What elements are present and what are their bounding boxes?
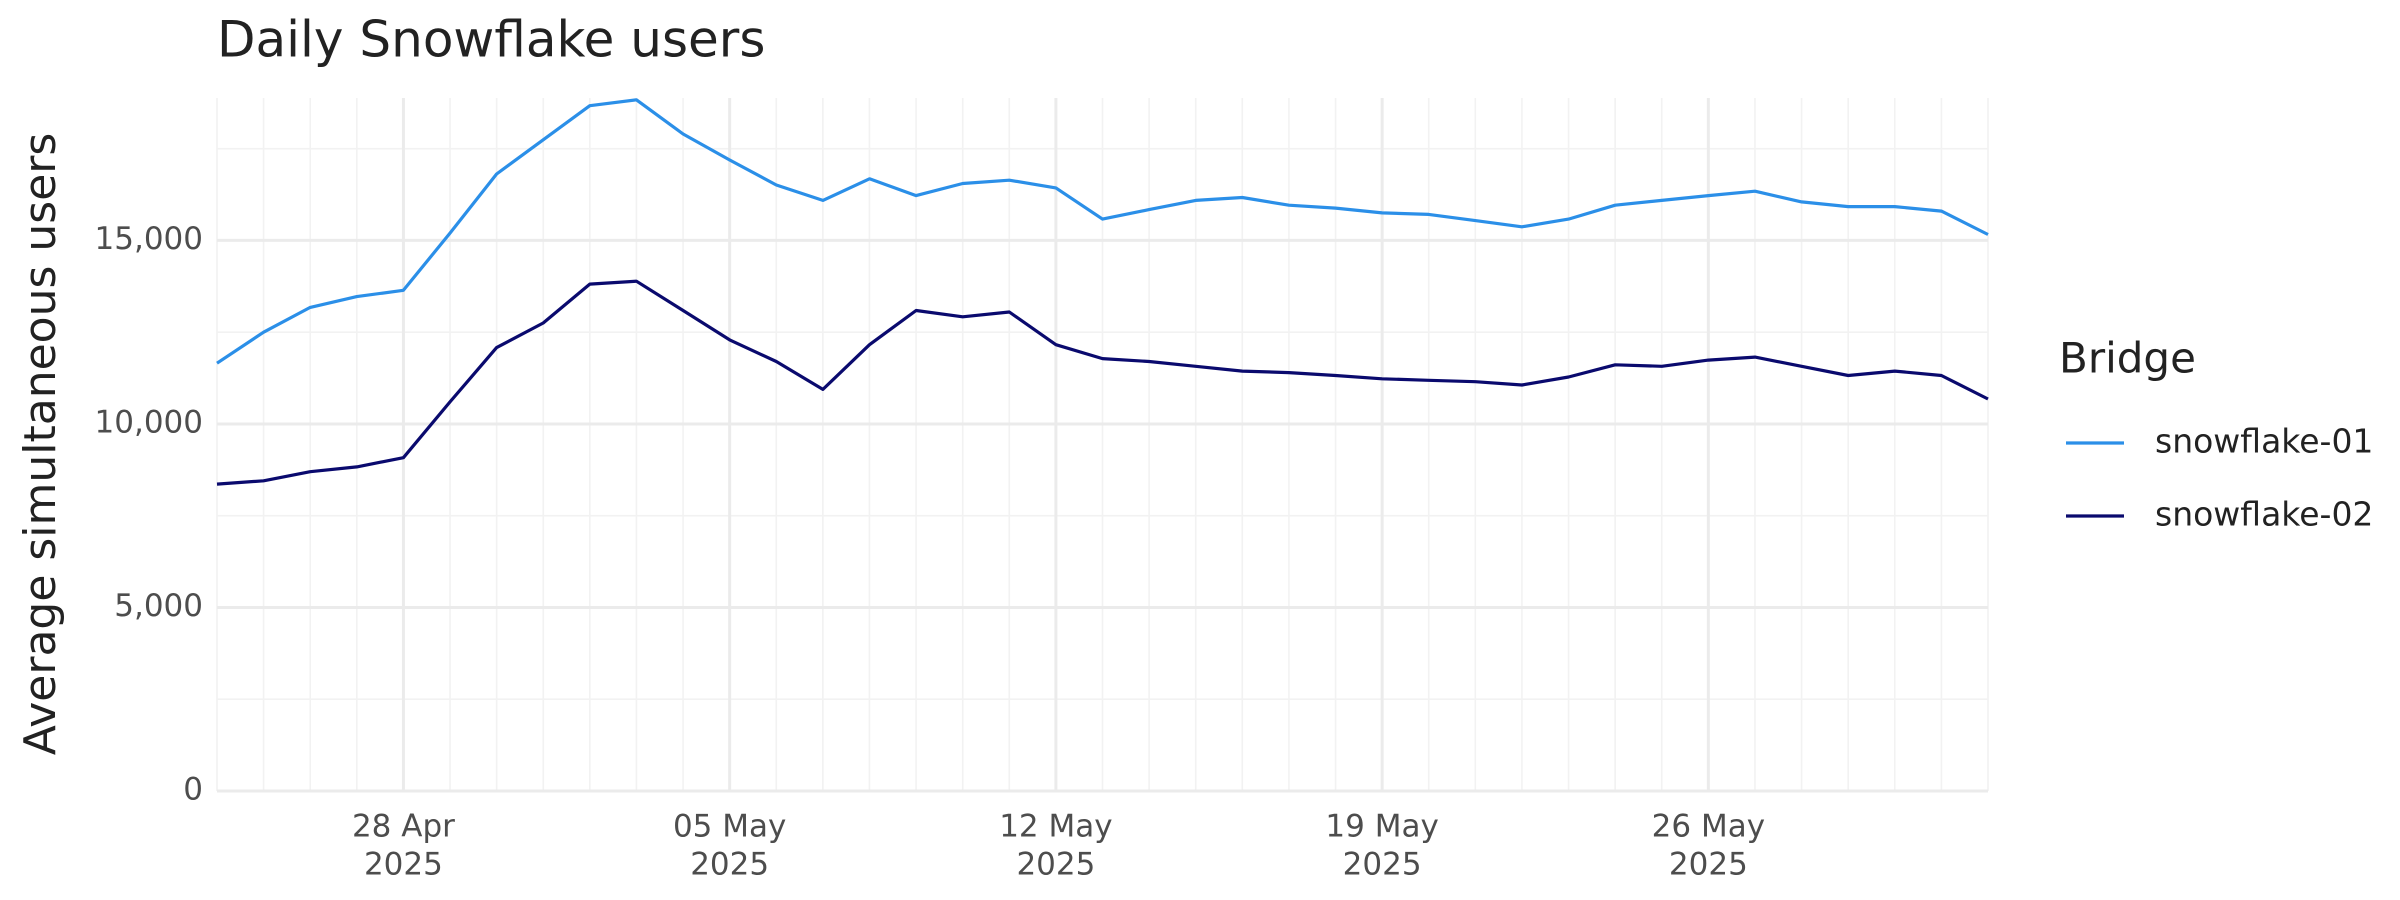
x-tick-label: 2025 <box>1016 847 1095 883</box>
series-line <box>216 279 1989 486</box>
legend-label: snowflake-02 <box>2155 495 2373 534</box>
x-tick-label: 2025 <box>364 847 443 883</box>
legend-title: Bridge <box>2059 334 2196 383</box>
y-tick-label: 0 <box>183 772 203 808</box>
x-tick-label: 05 May <box>673 809 786 845</box>
y-tick-label: 15,000 <box>95 221 203 257</box>
y-axis-title: Average simultaneous users <box>15 133 66 756</box>
x-tick-label: 2025 <box>1343 847 1422 883</box>
series-line <box>216 98 1989 365</box>
x-tick-label: 26 May <box>1652 809 1765 845</box>
x-tick-label: 28 Apr <box>352 809 455 845</box>
y-tick-label: 10,000 <box>95 404 203 440</box>
x-tick-label: 2025 <box>690 847 769 883</box>
y-tick-label: 5,000 <box>114 588 203 624</box>
chart-title: Daily Snowflake users <box>217 11 765 69</box>
x-tick-label: 2025 <box>1669 847 1748 883</box>
x-tick-label: 19 May <box>1325 809 1438 845</box>
legend-label: snowflake-01 <box>2155 422 2373 461</box>
x-tick-label: 12 May <box>999 809 1112 845</box>
